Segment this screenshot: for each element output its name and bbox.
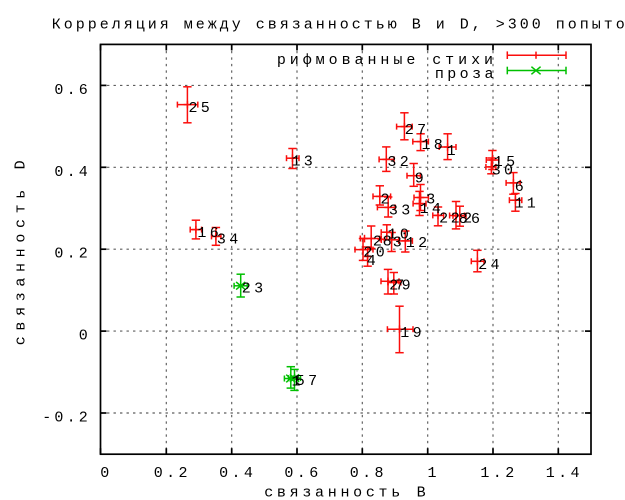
svg-text:12: 12 [406,235,431,252]
svg-text:22: 22 [451,211,476,228]
svg-text:3: 3 [393,234,405,251]
svg-text:33: 33 [389,203,414,220]
svg-text:8: 8 [383,234,395,251]
svg-text:1: 1 [447,143,459,160]
svg-text:4: 4 [367,253,379,270]
svg-text:0.6: 0.6 [284,465,321,482]
svg-text:27: 27 [405,122,430,139]
svg-text:рифмованные стихи: рифмованные стихи [277,52,497,69]
svg-text:проза: проза [435,66,497,83]
svg-text:1.4: 1.4 [546,465,583,482]
svg-text:9: 9 [415,171,427,188]
svg-text:13: 13 [292,153,317,170]
svg-text:2: 2 [381,191,393,208]
svg-text:34: 34 [217,232,242,249]
svg-text:1: 1 [427,465,439,482]
svg-text:связанность B: связанность B [264,485,429,500]
svg-text:18: 18 [422,137,447,154]
svg-text:Корреляция между связанностью: Корреляция между связанностью B и D, >30… [52,17,625,34]
svg-text:20: 20 [363,245,388,262]
svg-text:86: 86 [459,211,484,228]
svg-text:1.2: 1.2 [480,465,517,482]
svg-text:0.8: 0.8 [350,465,387,482]
svg-text:30: 30 [492,163,517,180]
svg-text:3: 3 [426,192,438,209]
svg-text:16: 16 [197,225,222,242]
svg-text:6: 6 [515,179,527,196]
svg-text:7: 7 [395,278,407,295]
svg-text:15: 15 [494,154,519,171]
svg-text:57: 57 [296,373,321,390]
svg-text:19: 19 [400,325,425,342]
svg-text:связанность D: связанность D [13,155,30,345]
svg-text:1: 1 [292,373,304,390]
svg-text:2: 2 [439,211,451,228]
svg-text:24: 24 [478,257,503,274]
svg-text:0.2: 0.2 [54,246,91,263]
svg-text:29: 29 [389,278,414,295]
svg-text:10: 10 [388,226,413,243]
svg-text:25: 25 [189,100,214,117]
svg-text:0: 0 [79,328,91,345]
svg-text:-0.2: -0.2 [42,410,91,427]
svg-text:23: 23 [242,281,267,298]
svg-text:32: 32 [387,154,412,171]
svg-text:2: 2 [373,233,385,250]
svg-text:0.4: 0.4 [219,465,256,482]
svg-text:0.6: 0.6 [54,82,91,99]
svg-text:11: 11 [515,196,540,213]
svg-text:14: 14 [420,201,445,218]
svg-text:0.4: 0.4 [54,164,91,181]
svg-text:0: 0 [100,465,112,482]
svg-text:0.2: 0.2 [154,465,191,482]
